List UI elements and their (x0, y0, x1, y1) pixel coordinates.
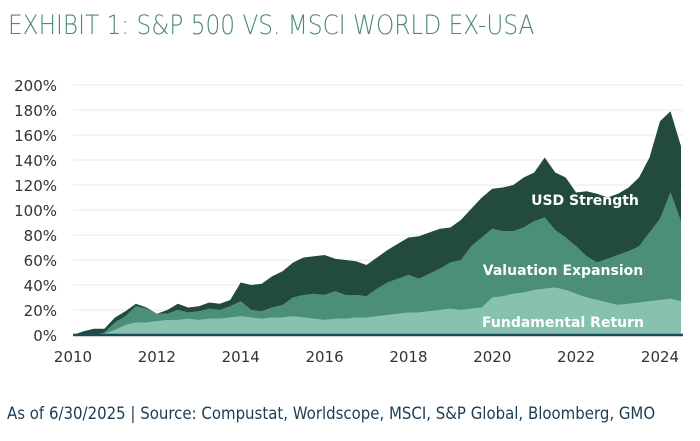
x-tick-label: 2016 (305, 348, 343, 366)
x-tick-label: 2012 (138, 348, 176, 366)
y-tick-label: 20% (24, 302, 57, 320)
area-valuation-expansion (73, 192, 681, 335)
y-tick-label: 60% (24, 252, 57, 270)
x-axis-ticks: 2010 2012 2014 2016 2018 2020 2022 2024 (54, 348, 679, 366)
x-tick-label: 2014 (222, 348, 260, 366)
y-tick-label: 0% (33, 327, 57, 345)
source-footnote: As of 6/30/2025 | Source: Compustat, Wor… (7, 404, 656, 424)
y-tick-label: 200% (14, 77, 57, 95)
x-tick-label: 2024 (641, 348, 679, 366)
area-fundamental-return (73, 287, 681, 335)
area-usd-strength (73, 111, 681, 335)
y-tick-label: 160% (14, 127, 57, 145)
y-tick-label: 100% (14, 202, 57, 220)
stacked-areas (73, 111, 683, 337)
x-tick-label: 2022 (557, 348, 595, 366)
y-tick-label: 140% (14, 152, 57, 170)
x-tick-label: 2020 (473, 348, 511, 366)
y-tick-label: 180% (14, 102, 57, 120)
series-labels: USD Strength Valuation Expansion Fundament… (482, 193, 644, 331)
series-label-usd-strength: USD Strength (531, 193, 639, 209)
x-tick-label: 2018 (389, 348, 427, 366)
series-label-fundamental-return: Fundamental Return (482, 315, 644, 331)
y-tick-label: 40% (24, 277, 57, 295)
x-tick-label: 2010 (54, 348, 92, 366)
series-label-valuation-expansion: Valuation Expansion (483, 263, 643, 279)
y-tick-label: 120% (14, 177, 57, 195)
y-tick-label: 80% (24, 227, 57, 245)
y-axis-ticks: 0% 20% 40% 60% 80% 100% 120% 140% 160% 180% 200% (14, 77, 57, 345)
chart-title: EXHIBIT 1: S&P 500 VS. MSCI WORLD EX-USA (8, 10, 535, 41)
